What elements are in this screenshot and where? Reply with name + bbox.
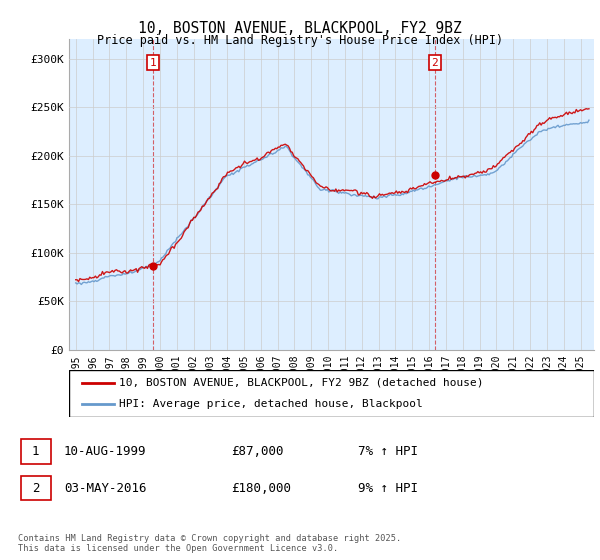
Text: 9% ↑ HPI: 9% ↑ HPI xyxy=(358,482,418,494)
Bar xyxy=(20,440,50,464)
Text: £87,000: £87,000 xyxy=(231,445,283,458)
Text: Contains HM Land Registry data © Crown copyright and database right 2025.
This d: Contains HM Land Registry data © Crown c… xyxy=(18,534,401,553)
Text: 7% ↑ HPI: 7% ↑ HPI xyxy=(358,445,418,458)
Bar xyxy=(20,476,50,500)
Text: HPI: Average price, detached house, Blackpool: HPI: Average price, detached house, Blac… xyxy=(119,399,422,409)
Text: 03-MAY-2016: 03-MAY-2016 xyxy=(64,482,146,494)
Text: 2: 2 xyxy=(431,58,439,68)
Text: 10, BOSTON AVENUE, BLACKPOOL, FY2 9BZ: 10, BOSTON AVENUE, BLACKPOOL, FY2 9BZ xyxy=(138,21,462,36)
Text: Price paid vs. HM Land Registry's House Price Index (HPI): Price paid vs. HM Land Registry's House … xyxy=(97,34,503,46)
Text: 10-AUG-1999: 10-AUG-1999 xyxy=(64,445,146,458)
Text: 10, BOSTON AVENUE, BLACKPOOL, FY2 9BZ (detached house): 10, BOSTON AVENUE, BLACKPOOL, FY2 9BZ (d… xyxy=(119,378,484,388)
Text: 1: 1 xyxy=(150,58,157,68)
Text: 2: 2 xyxy=(32,482,40,494)
Text: £180,000: £180,000 xyxy=(231,482,291,494)
Text: 1: 1 xyxy=(32,445,40,458)
